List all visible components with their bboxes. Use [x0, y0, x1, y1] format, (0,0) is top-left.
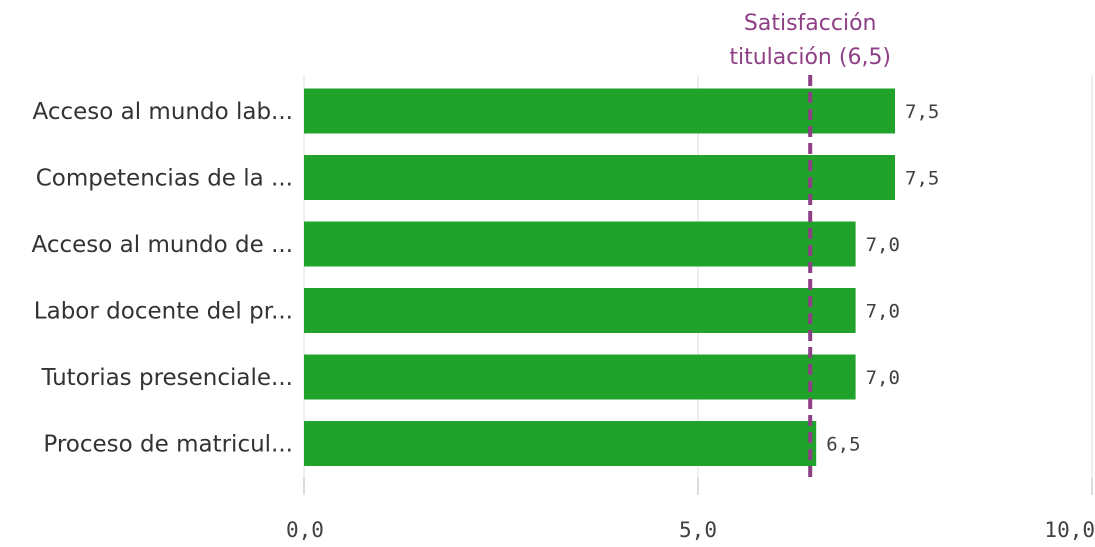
x-tick-label: 0,0: [286, 518, 324, 542]
x-tick-label: 5,0: [679, 518, 717, 542]
category-label: Acceso al mundo lab...: [33, 99, 294, 125]
reference-label-line2: titulación (6,5): [729, 45, 891, 70]
reference-label-line1: Satisfacción: [744, 11, 877, 36]
category-label: Tutorias presenciale...: [41, 365, 293, 391]
reference-line-group: Satisfacción titulación (6,5): [729, 11, 891, 478]
bar[interactable]: [304, 288, 856, 333]
bar[interactable]: [304, 88, 895, 134]
value-label: 7,5: [905, 101, 939, 123]
category-labels: Acceso al mundo lab... Competencias de la…: [32, 99, 293, 458]
value-label: 6,5: [826, 434, 860, 456]
category-label: Proceso de matricul...: [43, 432, 293, 458]
category-label: Competencias de la ...: [36, 166, 293, 192]
bar[interactable]: [304, 354, 856, 400]
value-label: 7,0: [866, 234, 900, 256]
category-label: Labor docente del pr...: [34, 299, 293, 325]
value-label: 7,0: [866, 301, 900, 323]
bar[interactable]: [304, 155, 895, 200]
value-labels: 7,5 7,5 7,0 7,0 7,0 6,5: [826, 101, 939, 456]
category-label: Acceso al mundo de ...: [32, 232, 293, 258]
x-axis: 0,0 5,0 10,0: [286, 478, 1095, 542]
x-tick-label: 10,0: [1044, 518, 1095, 542]
grid-lines: [303, 75, 1093, 478]
bar[interactable]: [304, 421, 817, 466]
value-label: 7,5: [905, 168, 939, 190]
value-label: 7,0: [866, 367, 900, 389]
bars: [304, 88, 895, 466]
bar[interactable]: [304, 221, 856, 267]
